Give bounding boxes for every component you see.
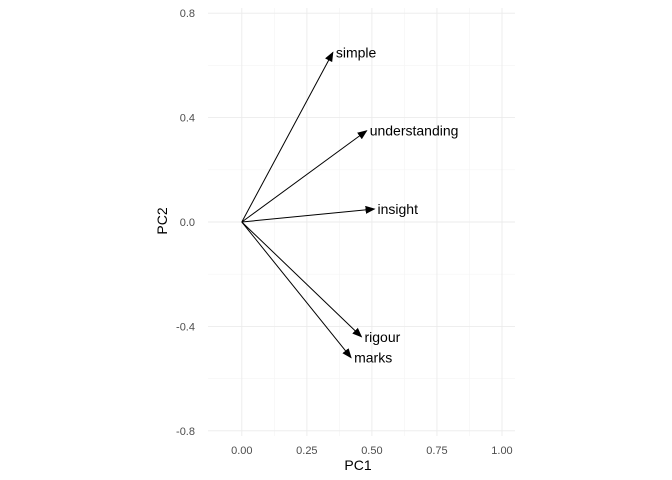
vector-label-insight: insight xyxy=(378,201,419,217)
vector-label-marks: marks xyxy=(354,350,392,366)
y-axis-title: PC2 xyxy=(154,207,170,234)
x-tick-label: 0.75 xyxy=(426,445,447,457)
y-tick-label: 0.4 xyxy=(180,113,195,125)
vector-arrow-insight xyxy=(241,205,376,223)
vector-arrow-understanding xyxy=(241,130,368,223)
grid-layer xyxy=(208,8,515,436)
x-tick-label: 0.00 xyxy=(231,445,252,457)
x-tick-label: 0.50 xyxy=(361,445,382,457)
x-tick-label: 1.00 xyxy=(491,445,512,457)
vector-label-layer: simple understanding insight rigour marks xyxy=(336,44,459,365)
x-axis-title: PC1 xyxy=(344,457,371,473)
tick-label-layer: 0.00 0.25 0.50 0.75 1.00 -0.8 -0.4 0.0 0.4 0.8 xyxy=(176,8,513,457)
vector-layer xyxy=(241,51,376,359)
y-tick-label: 0.8 xyxy=(180,8,195,20)
vector-label-simple: simple xyxy=(336,44,377,60)
y-tick-label: 0.0 xyxy=(180,217,195,229)
y-tick-label: -0.8 xyxy=(176,426,195,438)
vector-arrow-rigour xyxy=(241,221,363,338)
x-tick-label: 0.25 xyxy=(296,445,317,457)
vector-arrow-marks xyxy=(241,221,352,359)
vector-label-rigour: rigour xyxy=(365,329,401,345)
y-tick-label: -0.4 xyxy=(176,321,195,333)
vector-arrow-simple xyxy=(241,51,334,223)
vector-label-understanding: understanding xyxy=(370,123,459,139)
